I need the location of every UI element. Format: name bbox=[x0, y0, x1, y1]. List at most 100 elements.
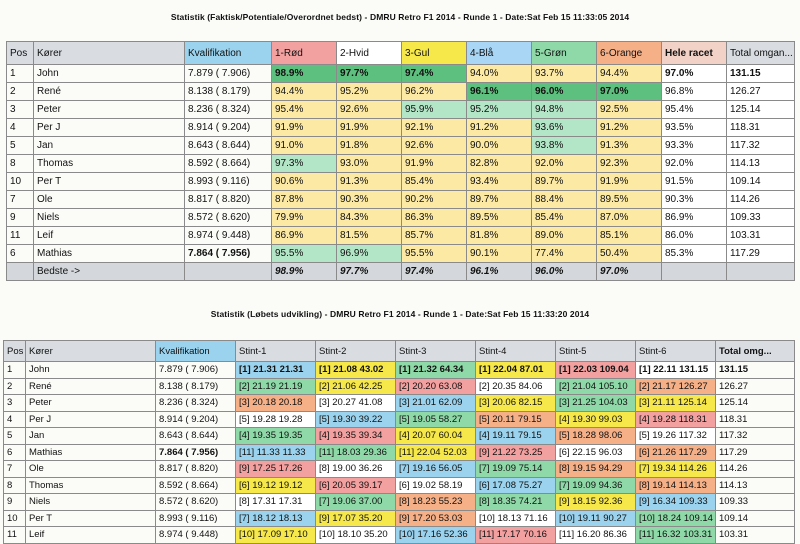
lane-percent-cell: 92.6% bbox=[336, 100, 402, 119]
table1-row: 4 Per J 8.914 ( 9.204) 91.9% 91.9% 92.1% 91.2%… bbox=[6, 118, 795, 137]
stint-cell: [11] 22.04 52.03 bbox=[395, 443, 476, 461]
qualification-cell: 8.817 ( 8.820) bbox=[184, 190, 272, 209]
stint-cell: [5] 19.05 58.27 bbox=[395, 410, 476, 428]
lane-percent-cell: 92.0% bbox=[531, 154, 597, 173]
table2-row: 1 John 7.879 ( 7.906) [1] 21.31 21.31 [1] 21… bbox=[3, 361, 795, 379]
qualification-cell: 8.993 ( 9.116) bbox=[184, 172, 272, 191]
pos-cell: 3 bbox=[3, 394, 26, 412]
stint-cell: [2] 20.20 63.08 bbox=[395, 377, 476, 395]
lane-percent-cell: 91.9% bbox=[336, 118, 402, 137]
table2-header-row: Pos Kører Kvalifikation Stint-1 Stint-2 Stint… bbox=[3, 340, 795, 362]
table2-row: 5 Jan 8.643 ( 8.644) [4] 19.35 19.35 [4] 19.… bbox=[3, 427, 795, 445]
table1-header-cell: Kører bbox=[33, 41, 185, 65]
lane-percent-cell: 95.5% bbox=[271, 244, 337, 263]
lane-percent-cell: 98.9% bbox=[271, 64, 337, 83]
stint-cell: [2] 21.19 21.19 bbox=[235, 377, 316, 395]
qualification-cell: 8.643 ( 8.644) bbox=[184, 136, 272, 155]
pos-cell: 10 bbox=[6, 172, 34, 191]
footer-empty-cell bbox=[184, 262, 272, 281]
lane-percent-cell: 91.3% bbox=[596, 136, 662, 155]
total-laps-cell: 114.13 bbox=[726, 154, 795, 173]
stint-cell: [4] 19.30 99.03 bbox=[555, 410, 636, 428]
total-laps-cell: 125.14 bbox=[715, 394, 795, 412]
stint-cell: [11] 17.17 70.16 bbox=[475, 526, 556, 544]
best-percent-cell: 96.0% bbox=[531, 262, 597, 281]
race-percent-cell: 85.3% bbox=[661, 244, 727, 263]
total-laps-cell: 125.14 bbox=[726, 100, 795, 119]
lane-percent-cell: 89.7% bbox=[466, 190, 532, 209]
total-laps-cell: 114.26 bbox=[715, 460, 795, 478]
table1-row: 1 John 7.879 ( 7.906) 98.9% 97.7% 97.4% 94.0% 9… bbox=[6, 64, 795, 83]
stint-cell: [9] 17.20 53.03 bbox=[395, 509, 476, 527]
lane-percent-cell: 91.9% bbox=[271, 118, 337, 137]
lane-percent-cell: 97.7% bbox=[336, 64, 402, 83]
stint-cell: [2] 20.35 84.06 bbox=[475, 377, 556, 395]
driver-name-cell: Per J bbox=[33, 118, 185, 137]
race-percent-cell: 95.4% bbox=[661, 100, 727, 119]
total-laps-cell: 109.33 bbox=[726, 208, 795, 227]
pos-cell: 10 bbox=[3, 509, 26, 527]
pos-cell: 5 bbox=[3, 427, 26, 445]
lane-percent-cell: 91.9% bbox=[596, 172, 662, 191]
lane-percent-cell: 93.8% bbox=[531, 136, 597, 155]
lane-percent-cell: 91.8% bbox=[336, 136, 402, 155]
table2-header-cell: Pos bbox=[3, 340, 26, 362]
table2-row: 10 Per T 8.993 ( 9.116) [7] 18.12 18.13 [9] … bbox=[3, 509, 795, 527]
table1-title: Statistik (Faktisk/Potentiale/Overordnet… bbox=[170, 12, 630, 22]
pos-cell: 3 bbox=[6, 100, 34, 119]
table1-row: 11 Leif 8.974 ( 9.448) 86.9% 81.5% 85.7% 81.8%… bbox=[6, 226, 795, 245]
table1-header-cell: 5-Grøn bbox=[531, 41, 597, 65]
stint-cell: [1] 22.11 131.15 bbox=[635, 361, 716, 379]
lane-percent-cell: 84.3% bbox=[336, 208, 402, 227]
total-laps-cell: 117.29 bbox=[726, 244, 795, 263]
stint-cell: [4] 19.28 118.31 bbox=[635, 410, 716, 428]
lane-percent-cell: 90.0% bbox=[466, 136, 532, 155]
lane-percent-cell: 89.5% bbox=[466, 208, 532, 227]
driver-name-cell: Jan bbox=[33, 136, 185, 155]
lane-percent-cell: 91.3% bbox=[336, 172, 402, 191]
pos-cell: 6 bbox=[3, 443, 26, 461]
driver-name-cell: Per T bbox=[25, 509, 156, 527]
table2-header-cell: Total omg... bbox=[715, 340, 795, 362]
table1-row: 7 Ole 8.817 ( 8.820) 87.8% 90.3% 90.2% 89.7% 88… bbox=[6, 190, 795, 209]
driver-name-cell: Peter bbox=[25, 394, 156, 412]
stint-cell: [5] 19.28 19.28 bbox=[235, 410, 316, 428]
qualification-cell: 8.974 ( 9.448) bbox=[184, 226, 272, 245]
qualification-cell: 8.993 ( 9.116) bbox=[155, 509, 236, 527]
lane-percent-cell: 90.2% bbox=[401, 190, 467, 209]
qualification-cell: 8.592 ( 8.664) bbox=[155, 476, 236, 494]
footer-label: Bedste -> bbox=[33, 262, 185, 281]
driver-name-cell: Leif bbox=[33, 226, 185, 245]
stint-cell: [7] 19.09 94.36 bbox=[555, 476, 636, 494]
lane-percent-cell: 93.4% bbox=[466, 172, 532, 191]
total-laps-cell: 103.31 bbox=[726, 226, 795, 245]
race-percent-cell: 93.5% bbox=[661, 118, 727, 137]
total-laps-cell: 117.32 bbox=[715, 427, 795, 445]
stint-cell: [9] 17.07 35.20 bbox=[315, 509, 396, 527]
driver-name-cell: Thomas bbox=[33, 154, 185, 173]
qualification-cell: 8.138 ( 8.179) bbox=[184, 82, 272, 101]
stint-cell: [1] 21.32 64.34 bbox=[395, 361, 476, 379]
table1-row: 6 Mathias 7.864 ( 7.956) 95.5% 96.9% 95.5% 90.… bbox=[6, 244, 795, 263]
qualification-cell: 8.592 ( 8.664) bbox=[184, 154, 272, 173]
table1-header-cell: 6-Orange bbox=[596, 41, 662, 65]
lane-percent-cell: 97.4% bbox=[401, 64, 467, 83]
stint-cell: [6] 22.15 96.03 bbox=[555, 443, 636, 461]
driver-name-cell: Ole bbox=[25, 460, 156, 478]
stint-cell: [3] 20.06 82.15 bbox=[475, 394, 556, 412]
qualification-cell: 8.572 ( 8.620) bbox=[184, 208, 272, 227]
lane-percent-cell: 97.0% bbox=[596, 82, 662, 101]
driver-name-cell: Mathias bbox=[25, 443, 156, 461]
pos-cell: 2 bbox=[6, 82, 34, 101]
lane-percent-cell: 85.1% bbox=[596, 226, 662, 245]
stint-cell: [6] 21.26 117.29 bbox=[635, 443, 716, 461]
pos-cell: 4 bbox=[3, 410, 26, 428]
race-percent-cell: 96.8% bbox=[661, 82, 727, 101]
lane-percent-cell: 95.4% bbox=[271, 100, 337, 119]
pos-cell: 2 bbox=[3, 377, 26, 395]
table2-header-cell: Stint-6 bbox=[635, 340, 716, 362]
table2-row: 2 René 8.138 ( 8.179) [2] 21.19 21.19 [2] 21… bbox=[3, 377, 795, 395]
stint-cell: [11] 11.33 11.33 bbox=[235, 443, 316, 461]
pos-cell: 11 bbox=[6, 226, 34, 245]
